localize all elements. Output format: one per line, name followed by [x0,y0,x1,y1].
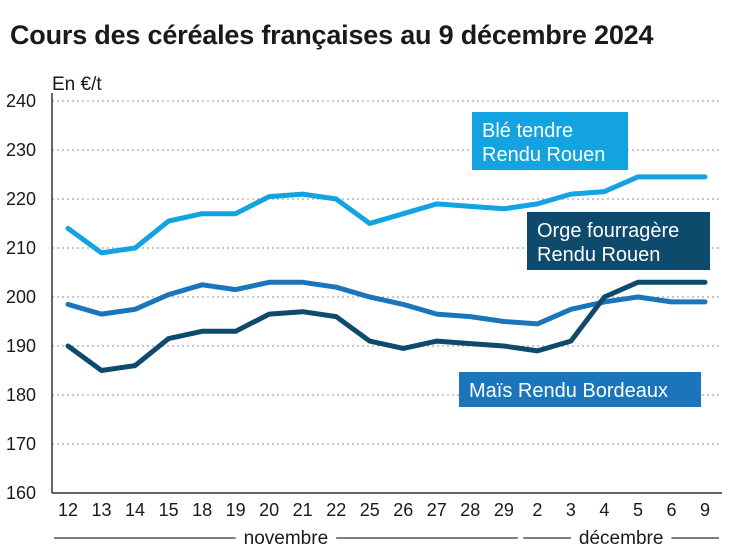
x-tick-label-16: 4 [599,500,609,520]
month-label-1: décembre [579,528,664,549]
legend-label-2-0: Maïs Rendu Bordeaux [469,380,668,402]
y-tick-label-190: 190 [6,336,36,356]
legend-item-2: Maïs Rendu Bordeaux [459,372,701,407]
x-tick-label-6: 20 [259,500,279,520]
x-tick-label-19: 9 [700,500,710,520]
y-tick-label-170: 170 [6,434,36,454]
x-tick-label-18: 6 [666,500,676,520]
y-tick-label-160: 160 [6,483,36,503]
legend-box-1 [527,212,710,270]
x-tick-label-2: 14 [125,500,145,520]
y-tick-label-210: 210 [6,238,36,258]
y-axis: 160 170 180 190 200 210 220 230 240 [6,91,722,503]
x-tick-label-7: 21 [293,500,313,520]
legend-box-0 [472,112,628,170]
y-axis-unit-label: En €/t [52,74,102,95]
chart-title: Cours des céréales françaises au 9 décem… [10,20,654,50]
x-tick-label-11: 27 [427,500,447,520]
x-tick-label-12: 28 [460,500,480,520]
x-tick-label-14: 2 [532,500,542,520]
legend-label-0-0: Blé tendre [482,120,573,142]
y-tick-label-220: 220 [6,189,36,209]
x-axis-tick-labels: 12 13 14 15 18 19 20 21 22 25 26 27 28 29 2 3 4 5 6 9 [58,500,710,520]
x-tick-label-0: 12 [58,500,78,520]
legend-label-1-0: Orge fourragère [537,220,679,242]
series-line-0 [65,174,708,256]
month-brackets: novembre décembre [54,528,719,549]
legend-label-1-1: Rendu Rouen [537,244,660,266]
y-tick-label-180: 180 [6,385,36,405]
y-tick-label-240: 240 [6,91,36,111]
x-tick-label-5: 19 [226,500,246,520]
series-line-2 [65,279,708,327]
x-tick-label-8: 22 [326,500,346,520]
legend-box-2 [459,372,701,407]
x-tick-label-10: 26 [393,500,413,520]
x-tick-label-9: 25 [360,500,380,520]
x-tick-label-15: 3 [566,500,576,520]
x-tick-label-1: 13 [92,500,112,520]
legend-label-0-1: Rendu Rouen [482,144,605,166]
x-tick-label-13: 29 [494,500,514,520]
x-tick-label-3: 15 [159,500,179,520]
y-tick-label-230: 230 [6,140,36,160]
x-tick-label-4: 18 [192,500,212,520]
series-lines [65,174,708,373]
x-tick-label-17: 5 [633,500,643,520]
y-tick-label-200: 200 [6,287,36,307]
series-line-1 [65,279,708,373]
month-label-0: novembre [244,528,329,549]
